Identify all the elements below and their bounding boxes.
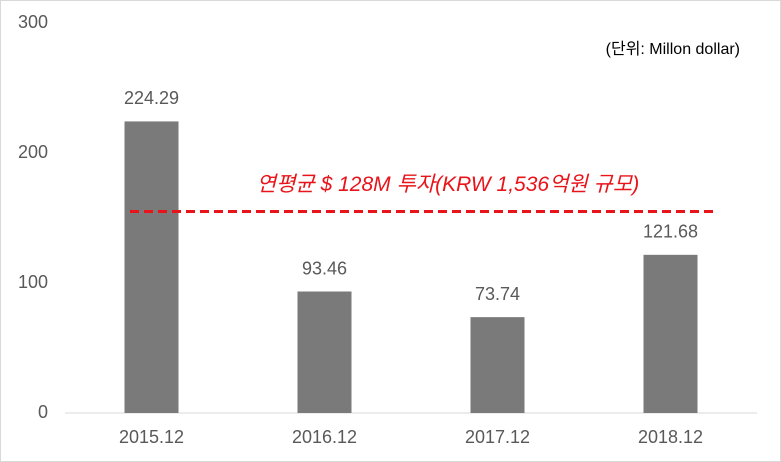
x-tick-label: 2018.12: [638, 427, 703, 447]
x-tick-label: 2017.12: [465, 427, 530, 447]
unit-note: (단위: Millon dollar): [606, 40, 740, 58]
y-tick-label: 100: [18, 272, 48, 292]
value-label: 121.68: [643, 222, 698, 242]
value-label: 73.74: [475, 284, 520, 304]
bar: [297, 291, 352, 413]
y-tick-label: 0: [38, 402, 48, 422]
value-label: 93.46: [302, 258, 347, 278]
bar: [643, 254, 698, 413]
x-tick-label: 2015.12: [119, 427, 184, 447]
y-tick-label: 300: [18, 12, 48, 32]
bar: [470, 317, 525, 413]
value-label: 224.29: [124, 88, 179, 108]
bar: [124, 121, 179, 413]
x-tick-label: 2016.12: [292, 427, 357, 447]
y-tick-label: 200: [18, 142, 48, 162]
reference-label: 연평균 $ 128M 투자(KRW 1,536억원 규모): [257, 173, 639, 196]
